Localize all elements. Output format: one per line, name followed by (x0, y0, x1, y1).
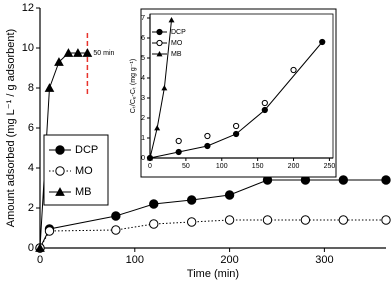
marker (224, 190, 235, 200)
x-tick-label: 200 (288, 163, 300, 170)
y-tick-label: 5 (141, 55, 145, 62)
marker (161, 85, 168, 91)
marker (319, 38, 326, 46)
y-tick-label: 12 (22, 2, 34, 14)
marker (175, 148, 182, 156)
legend-label: MO (75, 165, 93, 177)
legend-label: MB (171, 51, 182, 58)
y-tick-label: 8 (28, 82, 34, 94)
marker (338, 175, 349, 185)
y-tick-label: 2 (28, 202, 34, 214)
y-tick-label: 0 (141, 155, 145, 162)
marker (156, 28, 163, 36)
marker (204, 132, 211, 140)
marker (262, 215, 273, 225)
marker (175, 137, 182, 145)
marker (55, 187, 65, 196)
x-tick-label: 100 (216, 163, 228, 170)
y-axis-label: Cₜ/Cₑ-Cₜ (mg g⁻¹) (130, 59, 137, 113)
x-tick-label: 100 (126, 254, 144, 266)
y-tick-label: 0 (28, 242, 34, 254)
y-tick-label: 2 (141, 115, 145, 122)
series-line (39, 219, 386, 249)
x-tick-label: 0 (148, 163, 152, 170)
marker (54, 57, 64, 66)
marker (82, 48, 93, 57)
marker (44, 226, 55, 236)
x-axis-label: Time (min) (187, 268, 239, 280)
marker (156, 39, 163, 47)
series-line (39, 179, 386, 249)
marker (156, 51, 163, 57)
series-line (149, 41, 323, 159)
y-tick-label: 3 (141, 95, 145, 102)
legend-label: MB (75, 186, 92, 198)
marker (111, 211, 121, 221)
marker (233, 122, 240, 130)
marker (149, 219, 159, 229)
x-tick-label: 200 (220, 254, 238, 266)
y-tick-label: 6 (141, 35, 145, 42)
marker (168, 17, 175, 23)
marker (44, 83, 55, 92)
y-axis-label: Amount adsorbed (mg L⁻¹ / g adsorbent) (5, 29, 17, 227)
marker (35, 243, 45, 252)
marker (186, 217, 197, 227)
marker (290, 66, 297, 74)
marker (381, 215, 391, 225)
marker (381, 175, 391, 185)
marker (186, 195, 197, 205)
legend-label: MO (171, 40, 183, 47)
marker (204, 142, 211, 150)
legend-box (43, 134, 109, 206)
marker (261, 106, 268, 114)
marker (154, 125, 161, 131)
reference-label: 50 min (93, 50, 114, 57)
y-tick-label: 10 (22, 42, 34, 54)
x-tick-label: 0 (37, 254, 43, 266)
marker (55, 166, 65, 176)
legend-label: DCP (171, 29, 186, 36)
y-tick-label: 4 (141, 75, 145, 82)
marker (111, 225, 121, 235)
x-tick-label: 50 (182, 163, 190, 170)
inset-frame (140, 8, 337, 178)
marker (73, 48, 83, 57)
x-tick-label: 250 (324, 163, 336, 170)
y-tick-label: 7 (141, 15, 145, 22)
marker (300, 215, 311, 225)
series-line (149, 19, 173, 159)
legend-label: DCP (75, 144, 98, 156)
marker (63, 48, 74, 57)
x-tick-label: 300 (315, 254, 333, 266)
y-tick-label: 6 (28, 122, 34, 134)
marker (147, 155, 153, 161)
x-tick-label: 150 (252, 163, 264, 170)
marker (55, 145, 65, 155)
marker (233, 130, 240, 138)
y-tick-label: 4 (28, 162, 34, 174)
marker (338, 215, 349, 225)
marker (224, 215, 235, 225)
marker (261, 99, 268, 107)
marker (149, 199, 159, 209)
y-tick-label: 1 (141, 135, 145, 142)
